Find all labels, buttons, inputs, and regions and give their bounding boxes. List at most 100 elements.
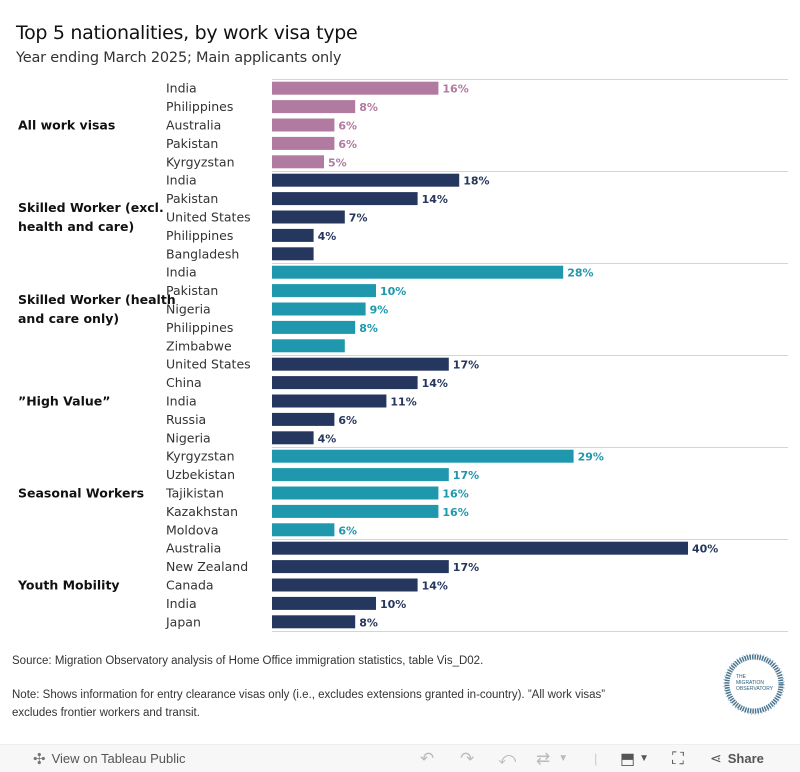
category-label: Uzbekistan — [166, 467, 235, 482]
undo-button[interactable]: ↶ — [420, 745, 434, 772]
category-label: Russia — [166, 412, 206, 427]
bar — [272, 339, 345, 353]
data-label: 29% — [578, 451, 604, 464]
bar — [272, 265, 564, 279]
chart-subtitle: Year ending March 2025; Main applicants … — [16, 50, 342, 66]
bar — [272, 504, 439, 518]
bar — [272, 192, 418, 206]
data-label: 16% — [442, 506, 468, 519]
data-label: 5% — [328, 156, 347, 169]
share-button[interactable]: ⋖ Share — [710, 745, 764, 772]
download-button[interactable]: ⬒ ▼ — [620, 745, 649, 772]
data-label: 8% — [359, 101, 378, 114]
data-label: 14% — [422, 377, 448, 390]
view-on-tableau-public-link[interactable]: ✣ View on Tableau Public — [33, 745, 186, 772]
bar — [272, 468, 449, 482]
category-label: Tajikistan — [165, 486, 224, 501]
data-label: 17% — [453, 469, 479, 482]
chart-title: Top 5 nationalities, by work visa type — [16, 22, 358, 44]
bar — [272, 284, 376, 298]
category-label: New Zealand — [166, 559, 248, 574]
data-label: 14% — [422, 193, 448, 206]
group-label: Skilled Worker (health — [18, 292, 176, 307]
group-label: Seasonal Workers — [18, 486, 144, 501]
category-label: Bangladesh — [166, 246, 239, 261]
bar — [272, 596, 376, 610]
data-label: 7% — [349, 212, 368, 225]
category-label: Zimbabwe — [166, 338, 232, 353]
data-label: 16% — [442, 488, 468, 501]
data-label: 4% — [318, 230, 337, 243]
bar — [272, 412, 335, 426]
migration-observatory-logo: THE MIGRATION OBSERVATORY — [723, 653, 785, 715]
group-label: Skilled Worker (excl. — [18, 200, 164, 215]
category-label: Philippines — [166, 320, 233, 335]
category-label: Kyrgyzstan — [166, 154, 235, 169]
note-line-2: excludes frontier workers and transit. — [12, 707, 200, 719]
bar — [272, 118, 335, 132]
group-label: and care only) — [18, 311, 119, 326]
bar — [272, 81, 439, 95]
category-label: Nigeria — [166, 430, 211, 445]
data-label: 8% — [359, 616, 378, 629]
refresh-button[interactable]: ⇄ ▼ — [536, 745, 568, 772]
category-label: United States — [166, 210, 251, 225]
data-label: 8% — [359, 322, 378, 335]
category-label: Pakistan — [166, 283, 218, 298]
redo-button[interactable]: ↷ — [460, 745, 474, 772]
refresh-icon: ⇄ — [536, 748, 551, 768]
data-label: 6% — [338, 524, 357, 537]
category-label: Nigeria — [166, 302, 211, 317]
data-label: 28% — [567, 267, 593, 280]
bar — [272, 173, 460, 187]
group-label: ”High Value” — [18, 394, 110, 409]
bar — [272, 486, 439, 500]
data-label: 9% — [370, 304, 389, 317]
note-line-1: Note: Shows information for entry cleara… — [12, 689, 606, 701]
fullscreen-icon: ⛶ — [672, 748, 684, 768]
bar — [272, 247, 314, 261]
category-label: Canada — [166, 578, 214, 593]
tableau-logo-icon: ✣ — [33, 750, 46, 768]
data-label: 17% — [453, 359, 479, 372]
chevron-down-icon: ▼ — [639, 753, 650, 764]
data-label: 6% — [338, 120, 357, 133]
bar — [272, 578, 418, 592]
data-label: 10% — [380, 285, 406, 298]
revert-button[interactable]: ⤺ — [498, 745, 516, 772]
group-label: Youth Mobility — [17, 578, 120, 593]
category-label: Moldova — [166, 522, 219, 537]
data-label: 6% — [338, 138, 357, 151]
data-label: 4% — [318, 432, 337, 445]
bar — [272, 541, 688, 555]
bar — [272, 449, 574, 463]
group-label: All work visas — [18, 118, 115, 133]
category-label: India — [166, 173, 197, 188]
bar — [272, 431, 314, 445]
chevron-down-icon: ▼ — [558, 753, 569, 764]
logo-text-2: MIGRATION — [736, 680, 764, 686]
bar — [272, 394, 387, 408]
data-label: 40% — [692, 543, 718, 556]
share-icon: ⋖ — [710, 750, 722, 766]
bar — [272, 136, 335, 150]
bar — [272, 320, 356, 334]
category-label: Pakistan — [166, 136, 218, 151]
source-note: Source: Migration Observatory analysis o… — [12, 655, 484, 667]
share-label: Share — [727, 751, 764, 766]
bar — [272, 302, 366, 316]
category-label: Pakistan — [166, 191, 218, 206]
fullscreen-button[interactable]: ⛶ — [672, 745, 684, 772]
bar — [272, 560, 449, 574]
toolbar-separator: | — [594, 751, 598, 766]
category-label: Kyrgyzstan — [166, 449, 235, 464]
data-label: 10% — [380, 598, 406, 611]
bar — [272, 376, 418, 390]
download-icon: ⬒ — [620, 750, 636, 768]
undo-icon: ↶ — [420, 748, 435, 768]
bar — [272, 523, 335, 537]
bar — [272, 155, 324, 169]
view-on-tableau-public-label: View on Tableau Public — [51, 751, 186, 766]
bar-chart: All work visas India 16% Philippines 8% Austr… — [17, 79, 788, 632]
group-label: health and care) — [18, 219, 134, 234]
